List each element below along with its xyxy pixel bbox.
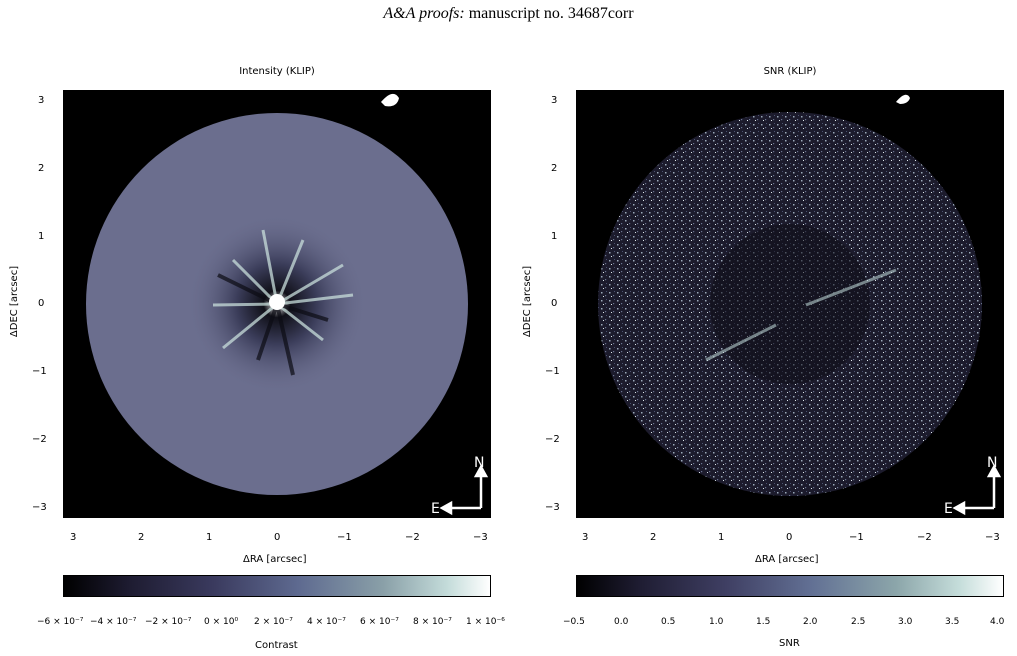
panel1-cbar-tick: −6 × 10⁻⁷: [37, 617, 84, 627]
panel2-xlabel: ΔRA [arcsec]: [755, 554, 819, 565]
panel2-ylabel: ΔDEC [arcsec]: [522, 265, 534, 338]
panel2-ytick: −2: [545, 434, 560, 445]
panel1-colorbar: [63, 575, 491, 597]
panel2-cbar-tick: 0.5: [661, 617, 676, 627]
panel2-svg: N E: [598, 94, 1002, 517]
panel2-ytick: −3: [545, 502, 560, 513]
panel2-east-label: E: [944, 501, 953, 517]
panel1-xtick: −3: [473, 532, 488, 543]
panel1-cbar-tick: 8 × 10⁻⁷: [413, 617, 452, 627]
panel2-xtick: 3: [582, 532, 589, 543]
panel2-xtick: 0: [786, 532, 793, 543]
panel1-xtick: 0: [274, 532, 281, 543]
panel1-cbar-tick: 6 × 10⁻⁷: [360, 617, 399, 627]
panel2-xtick: −2: [917, 532, 932, 543]
panel2-image: N E: [576, 90, 1004, 518]
panel1-speckles: [212, 229, 354, 350]
panel2-cbar-tick: 2.0: [803, 617, 818, 627]
panel1-cbar-label: Contrast: [255, 640, 298, 651]
panel2-north-label: N: [987, 455, 997, 471]
panel2-title: SNR (KLIP): [763, 66, 817, 77]
panel2-cbar-tick: 3.5: [945, 617, 960, 627]
panel1-ytick: 1: [38, 231, 45, 242]
journal-name: A&A proofs:: [383, 5, 465, 22]
panel1-cbar-tick: 0 × 10⁰: [204, 617, 239, 627]
panel2-ytick: 3: [551, 95, 558, 106]
panel2-streaks: [705, 268, 897, 362]
panel2-bright-source: [896, 94, 910, 104]
panel1-north-label: N: [474, 455, 484, 471]
panel1-ytick: −1: [32, 366, 47, 377]
panel1-cbar-tick: 2 × 10⁻⁷: [254, 617, 293, 627]
panel1-cbar-tick: 4 × 10⁻⁷: [307, 617, 346, 627]
panel2-colorbar: [576, 575, 1004, 597]
panel1-east-label: E: [431, 501, 440, 517]
panel2-ytick: 2: [551, 163, 558, 174]
panel1-ytick: −2: [32, 434, 47, 445]
panel1-xtick: −1: [337, 532, 352, 543]
panel1-xtick: 2: [138, 532, 145, 543]
panel1-cbar-tick: 1 × 10⁻⁶: [466, 617, 505, 627]
panel2-ytick: 0: [551, 298, 558, 309]
panel1-compass: [439, 464, 489, 516]
page-header: A&A proofs: manuscript no. 34687corr: [0, 5, 1017, 23]
panel1-xtick: −2: [405, 532, 420, 543]
panel2-xtick: −3: [985, 532, 1000, 543]
panel2-ytick: −1: [545, 366, 560, 377]
panel2-xtick: −1: [849, 532, 864, 543]
panel1-ytick: 3: [38, 95, 45, 106]
panel1-xtick: 1: [206, 532, 213, 543]
panel2-xtick: 1: [718, 532, 725, 543]
panel1-xtick: 3: [70, 532, 77, 543]
panel1-ytick: 0: [38, 298, 45, 309]
panel2-cbar-tick: 3.0: [898, 617, 913, 627]
panel2-cbar-tick: 1.0: [709, 617, 724, 627]
panel1-xlabel: ΔRA [arcsec]: [243, 554, 307, 565]
panel1-ylabel: ΔDEC [arcsec]: [9, 265, 21, 338]
panel1-image: N E: [63, 90, 491, 518]
panel2-cbar-tick: 4.0: [990, 617, 1005, 627]
panel2-compass: [952, 464, 1002, 516]
panel1-ytick: 2: [38, 163, 45, 174]
panel1-cbar-tick: −2 × 10⁻⁷: [145, 617, 192, 627]
panel2-cbar-tick: 1.5: [756, 617, 771, 627]
panel2-cbar-tick: 0.0: [614, 617, 629, 627]
panel2-cbar-label: SNR: [779, 638, 800, 649]
panel2-cbar-tick: 2.5: [851, 617, 866, 627]
panel1-cbar-tick: −4 × 10⁻⁷: [90, 617, 137, 627]
panel1-svg: N E: [86, 93, 489, 517]
panel2-cbar-tick: −0.5: [563, 617, 585, 627]
panel1-ytick: −3: [32, 502, 47, 513]
panel2-ytick: 1: [551, 231, 558, 242]
panel1-bright-source: [381, 93, 399, 107]
manuscript-number: manuscript no. 34687corr: [468, 5, 634, 22]
panel2-xtick: 2: [650, 532, 657, 543]
panel1-title: Intensity (KLIP): [239, 66, 315, 77]
